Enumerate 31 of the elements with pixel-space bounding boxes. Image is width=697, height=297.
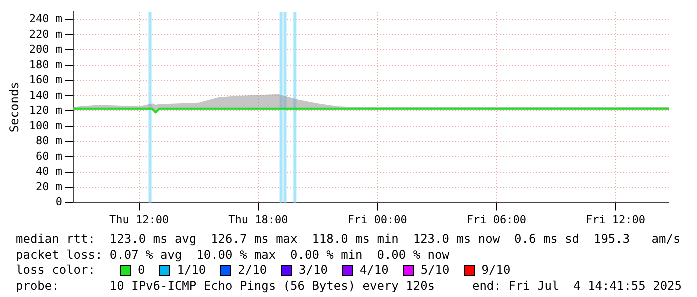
x-tick-label: Thu 12:00 [110,213,170,226]
x-tick-label: Fri 06:00 [466,213,526,226]
y-tick-label: 120 m [29,104,63,118]
y-tick-label: 140 m [29,88,63,102]
x-tick-label: Fri 00:00 [348,213,408,226]
legend-label: 5/10 [420,263,450,278]
legend-label: 2/10 [238,263,268,278]
text: median rtt: 123.0 ms avg 126.7 ms max 118.0 ms min 123.0 ms now 0.6 ms sd 195.3 am/s [16,232,682,248]
y-tick-label: 240 m [29,12,63,26]
y-tick-label: 200 m [29,43,63,56]
y-tick-label: 0 [56,196,63,209]
y-tick-label: 220 m [29,28,63,41]
text: probe: 10 IPv6-ICMP Echo Pings (56 Bytes) every 120s [16,278,436,294]
x-tick-label: Thu 18:00 [228,213,288,226]
x-tick-label: Fri 12:00 [586,213,646,226]
text: end: Fri Jul 4 14:41:55 2025 [472,278,682,294]
y-axis-title: Seconds [7,82,22,133]
y-tick-label: 40 m [36,165,63,178]
text: packet loss: 0.07 % avg 10.00 % max 0.00 % min 0.00 % now [16,248,450,263]
y-tick-label: 60 m [36,150,63,163]
legend-label: 1/10 [177,263,206,278]
legend-title: loss color: [16,263,96,278]
legend-label: 9/10 [482,263,511,278]
y-tick-label: 20 m [36,180,63,194]
y-tick-label: 100 m [29,119,63,132]
y-tick-label: 80 m [36,134,63,148]
legend-label: 4/10 [360,263,389,278]
legend-label: 0 [138,263,146,278]
y-tick-label: 160 m [29,74,63,87]
y-tick-label: 180 m [29,58,63,72]
legend-label: 3/10 [299,263,328,278]
